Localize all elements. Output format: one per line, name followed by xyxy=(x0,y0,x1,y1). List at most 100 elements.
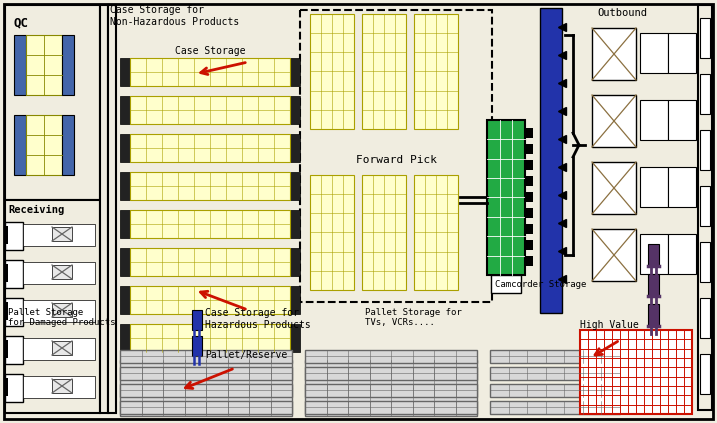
Bar xyxy=(290,286,300,314)
Bar xyxy=(310,14,354,129)
Bar xyxy=(130,96,290,124)
Bar xyxy=(14,35,26,95)
Bar xyxy=(23,300,95,322)
Bar xyxy=(192,336,202,356)
Bar xyxy=(120,367,292,380)
Bar xyxy=(700,354,710,394)
Bar xyxy=(5,298,23,326)
Bar xyxy=(648,304,659,326)
Bar xyxy=(120,96,130,124)
Bar xyxy=(52,303,72,317)
Bar xyxy=(108,5,116,413)
Bar xyxy=(5,5,100,200)
Bar xyxy=(305,367,477,380)
Bar xyxy=(120,324,130,352)
Bar xyxy=(130,210,290,238)
Bar xyxy=(414,14,458,129)
Text: Outbound: Outbound xyxy=(597,8,647,18)
Bar xyxy=(592,95,636,147)
Bar xyxy=(640,234,668,274)
Bar xyxy=(120,286,130,314)
Bar xyxy=(305,384,477,397)
Bar xyxy=(4,264,8,282)
Bar xyxy=(490,401,620,414)
Bar xyxy=(525,208,533,218)
Bar xyxy=(668,167,696,207)
Bar xyxy=(130,248,290,276)
Bar xyxy=(640,167,668,207)
Bar xyxy=(23,376,95,398)
Text: QC: QC xyxy=(14,16,29,29)
Bar xyxy=(23,338,95,360)
Bar xyxy=(648,244,659,266)
Bar xyxy=(120,388,292,402)
Bar xyxy=(130,58,290,86)
Bar xyxy=(414,175,458,290)
Bar xyxy=(4,340,8,358)
Bar xyxy=(648,274,659,296)
Bar xyxy=(525,240,533,250)
Bar xyxy=(130,324,290,352)
Bar xyxy=(525,224,533,234)
Bar xyxy=(52,379,72,393)
Text: Forward Pick: Forward Pick xyxy=(356,155,437,165)
Bar xyxy=(23,262,95,284)
Bar xyxy=(192,310,202,330)
Bar xyxy=(305,401,477,414)
Bar xyxy=(540,8,562,313)
Bar xyxy=(52,265,72,279)
Bar xyxy=(592,28,636,80)
Bar xyxy=(491,275,521,293)
Bar xyxy=(120,58,130,86)
Text: Pallet Storage
for Damaged Products: Pallet Storage for Damaged Products xyxy=(8,308,115,327)
Bar xyxy=(640,100,668,140)
Bar xyxy=(592,162,636,214)
Text: High Value: High Value xyxy=(580,320,639,330)
Bar xyxy=(305,374,477,388)
Bar xyxy=(525,192,533,202)
Bar xyxy=(14,115,26,175)
Bar xyxy=(130,172,290,200)
Bar xyxy=(290,58,300,86)
Bar xyxy=(23,224,95,246)
Bar xyxy=(290,324,300,352)
Bar xyxy=(290,210,300,238)
Bar xyxy=(62,115,74,175)
Text: Pallet/Reserve: Pallet/Reserve xyxy=(205,350,288,360)
Bar xyxy=(290,96,300,124)
Bar xyxy=(525,256,533,266)
Bar xyxy=(525,160,533,170)
Bar xyxy=(700,18,710,58)
Bar xyxy=(4,226,8,244)
Bar xyxy=(698,5,712,410)
Bar xyxy=(100,5,108,413)
Bar xyxy=(5,336,23,364)
Bar xyxy=(5,260,23,288)
Bar xyxy=(490,367,620,380)
Bar xyxy=(487,120,525,275)
Bar xyxy=(700,242,710,282)
Text: Case Storage for
Hazardous Products: Case Storage for Hazardous Products xyxy=(205,308,310,330)
Bar xyxy=(120,210,130,238)
Bar xyxy=(525,144,533,154)
Bar xyxy=(62,35,74,95)
Bar xyxy=(120,350,292,363)
Bar xyxy=(580,330,692,414)
Bar xyxy=(700,74,710,114)
Bar xyxy=(120,134,130,162)
Bar xyxy=(305,402,477,416)
Bar xyxy=(26,115,62,175)
Text: Pallet Storage for
TVs, VCRs....: Pallet Storage for TVs, VCRs.... xyxy=(365,308,462,327)
Bar xyxy=(525,128,533,138)
Text: Case Storage for
Non-Hazardous Products: Case Storage for Non-Hazardous Products xyxy=(110,5,239,27)
Bar xyxy=(310,175,354,290)
Bar xyxy=(120,374,292,388)
Bar xyxy=(4,378,8,396)
Bar xyxy=(52,227,72,241)
Bar xyxy=(305,360,477,374)
Bar xyxy=(668,33,696,73)
Text: Camcorder Storage: Camcorder Storage xyxy=(495,280,587,289)
Bar xyxy=(120,401,292,414)
Bar xyxy=(305,350,477,363)
Bar xyxy=(362,14,406,129)
